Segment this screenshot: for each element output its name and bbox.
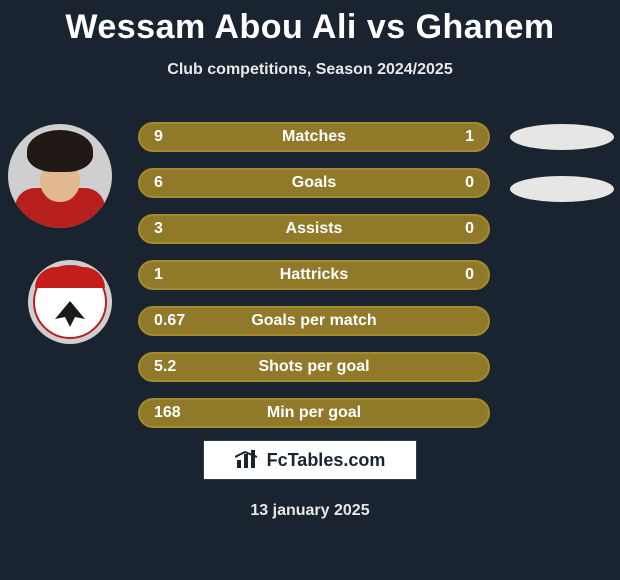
stat-right-value: 0 [465, 266, 474, 284]
stat-label: Goals [140, 174, 488, 192]
stat-right-value: 1 [465, 128, 474, 146]
stats-rows: 9 Matches 1 6 Goals 0 3 Assists 0 1 Hatt… [138, 122, 490, 428]
stat-row-goals-per-match: 0.67 Goals per match [138, 306, 490, 336]
right-team-crest-placeholder [510, 176, 614, 202]
subtitle: Club competitions, Season 2024/2025 [0, 61, 620, 79]
stat-right-value: 0 [465, 220, 474, 238]
stat-row-shots-per-goal: 5.2 Shots per goal [138, 352, 490, 382]
stat-left-value: 168 [154, 404, 181, 422]
footer-date: 13 january 2025 [0, 502, 620, 520]
team-crest-shape [33, 265, 107, 339]
footer-label: FcTables.com [267, 450, 386, 471]
stat-row-assists: 3 Assists 0 [138, 214, 490, 244]
stat-right-value: 0 [465, 174, 474, 192]
left-team-crest [28, 260, 112, 344]
stat-label: Assists [140, 220, 488, 238]
bar-chart-icon [235, 450, 259, 470]
stat-row-hattricks: 1 Hattricks 0 [138, 260, 490, 290]
stat-left-value: 3 [154, 220, 163, 238]
player-hair [27, 130, 93, 172]
stat-row-matches: 9 Matches 1 [138, 122, 490, 152]
stat-left-value: 1 [154, 266, 163, 284]
comparison-stage: 9 Matches 1 6 Goals 0 3 Assists 0 1 Hatt… [0, 112, 620, 442]
stat-left-value: 0.67 [154, 312, 185, 330]
stat-label: Matches [140, 128, 488, 146]
footer-badge[interactable]: FcTables.com [203, 440, 417, 480]
stat-label: Goals per match [140, 312, 488, 330]
stat-label: Shots per goal [140, 358, 488, 376]
stat-left-value: 5.2 [154, 358, 176, 376]
eagle-icon [51, 299, 89, 329]
stat-label: Min per goal [140, 404, 488, 422]
stat-left-value: 6 [154, 174, 163, 192]
stat-left-value: 9 [154, 128, 163, 146]
stat-row-goals: 6 Goals 0 [138, 168, 490, 198]
left-player-avatar [8, 124, 112, 228]
stat-label: Hattricks [140, 266, 488, 284]
right-player-avatar-placeholder [510, 124, 614, 150]
stat-row-min-per-goal: 168 Min per goal [138, 398, 490, 428]
page-title: Wessam Abou Ali vs Ghanem [0, 0, 620, 47]
